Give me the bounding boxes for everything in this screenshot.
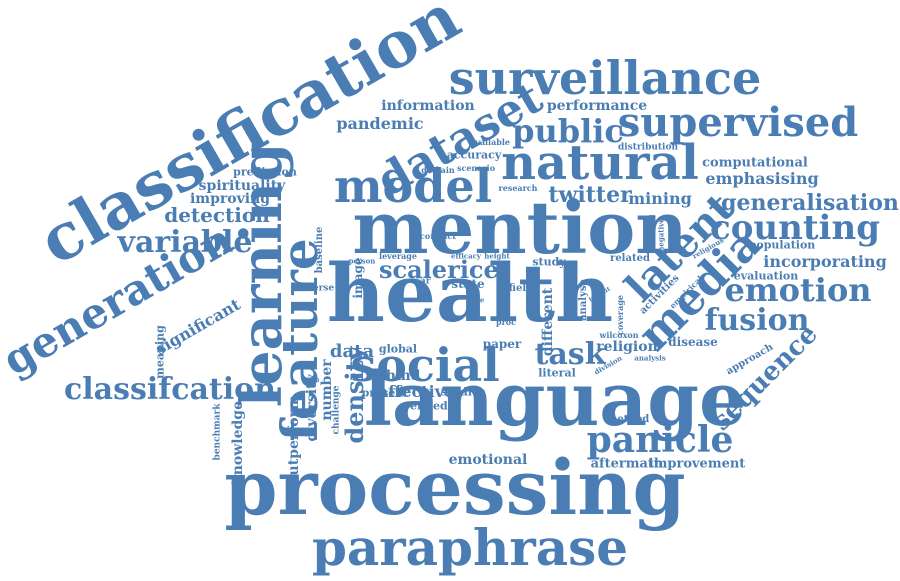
word-mention: mention <box>352 185 688 270</box>
word-height: height <box>484 251 510 261</box>
word-social: social <box>350 338 500 392</box>
word-processing: processing <box>224 443 686 532</box>
word-performance: performance <box>546 98 648 114</box>
word-language: language <box>363 357 747 443</box>
word-vsar: vsar <box>409 276 431 287</box>
word-benchmark: benchmark <box>212 403 223 461</box>
word-different: different <box>540 287 556 357</box>
word-diversity: diversity <box>304 374 320 442</box>
word-global: global <box>378 342 418 356</box>
word-person: person <box>348 256 376 266</box>
word-study: study <box>532 255 566 269</box>
word-coverage: coverage <box>615 294 625 336</box>
word-surveillance: surveillance <box>448 51 762 105</box>
word-present: present <box>361 386 409 400</box>
word-generalisation: generalisation <box>721 190 899 216</box>
word-rice: rice <box>447 255 499 284</box>
word-baseline: baseline <box>314 226 325 274</box>
word-prediction: prediction <box>233 165 297 179</box>
word-related: related <box>610 253 650 264</box>
word-computational: computational <box>702 155 808 171</box>
word-aftermath: aftermath <box>590 456 664 472</box>
word-fusion: fusion <box>704 303 810 338</box>
word-incorporating: incorporating <box>763 252 887 271</box>
word-literal: literal <box>538 366 576 380</box>
word-leverage: leverage <box>379 251 417 261</box>
word-wilcoxon: wilcoxon <box>599 330 639 340</box>
word-improvement: improvement <box>648 456 746 472</box>
word-channel: channel <box>647 214 657 246</box>
word-disease: disease <box>668 335 718 349</box>
word-supervised: supervised <box>617 99 859 146</box>
word-knowledge: knowledge <box>230 401 246 485</box>
word-meaning: meaning <box>153 325 167 379</box>
word-improving: improving <box>189 191 271 207</box>
word-population: population <box>748 238 816 252</box>
word-method: method <box>606 414 650 425</box>
word-twitter: twitter <box>548 182 632 208</box>
word-mining: mining <box>628 189 692 208</box>
word-paraphrase: paraphrase <box>311 518 629 577</box>
word-available: available <box>470 137 510 147</box>
word-field: field <box>508 283 534 294</box>
word-spirituality: spirituality <box>198 178 286 194</box>
word-health: health <box>326 246 614 340</box>
word-natural: natural <box>501 135 699 191</box>
word-analysis: analysis <box>634 353 666 363</box>
word-paper: paper <box>482 337 522 351</box>
word-evaluation: evaluation <box>733 269 799 283</box>
word-data: data <box>329 341 375 362</box>
word-diverse: diverse <box>297 283 335 294</box>
word-outperform: outperform <box>286 395 302 485</box>
word-nhmd: nhmd <box>375 368 421 384</box>
word-scenario: scenario <box>456 163 496 173</box>
word-emotion: emotion <box>724 271 872 309</box>
word-panicle: panicle <box>586 419 734 461</box>
word-state: state <box>451 277 485 291</box>
word-counting: counting <box>710 208 880 248</box>
word-affective: affective <box>377 382 455 401</box>
word-public: public <box>512 112 624 150</box>
word-research: research <box>498 183 538 193</box>
word-fine: fine <box>469 295 485 305</box>
word-efficacy: efficacy <box>451 251 481 261</box>
word-variable: variable <box>117 225 253 260</box>
word-domain: domain <box>421 165 455 175</box>
word-information: information <box>381 98 475 114</box>
word-novel: novel <box>529 291 540 321</box>
word-pandemic: pandemic <box>336 114 424 133</box>
word-analyse: analyse <box>578 279 589 321</box>
word-negative: negative <box>656 218 666 252</box>
word-distribution: distribution <box>617 142 679 153</box>
word-challenge: challenge <box>331 385 342 435</box>
word-refined: refined <box>404 399 448 413</box>
word-emotional: emotional <box>448 452 528 468</box>
word-religion: religion <box>596 339 658 355</box>
word-task: task <box>534 337 606 372</box>
word-classifcation: classifcation <box>64 372 276 407</box>
word-proc: proc <box>495 317 517 327</box>
word-studies: studies <box>440 385 486 399</box>
word-model: model <box>333 159 493 213</box>
word-accuracy: accuracy <box>446 148 502 162</box>
word-emphasising: emphasising <box>705 169 819 188</box>
word-scale: scale <box>378 255 448 284</box>
word-detection: detection <box>164 203 270 227</box>
word-conduct: conduct <box>420 231 456 241</box>
